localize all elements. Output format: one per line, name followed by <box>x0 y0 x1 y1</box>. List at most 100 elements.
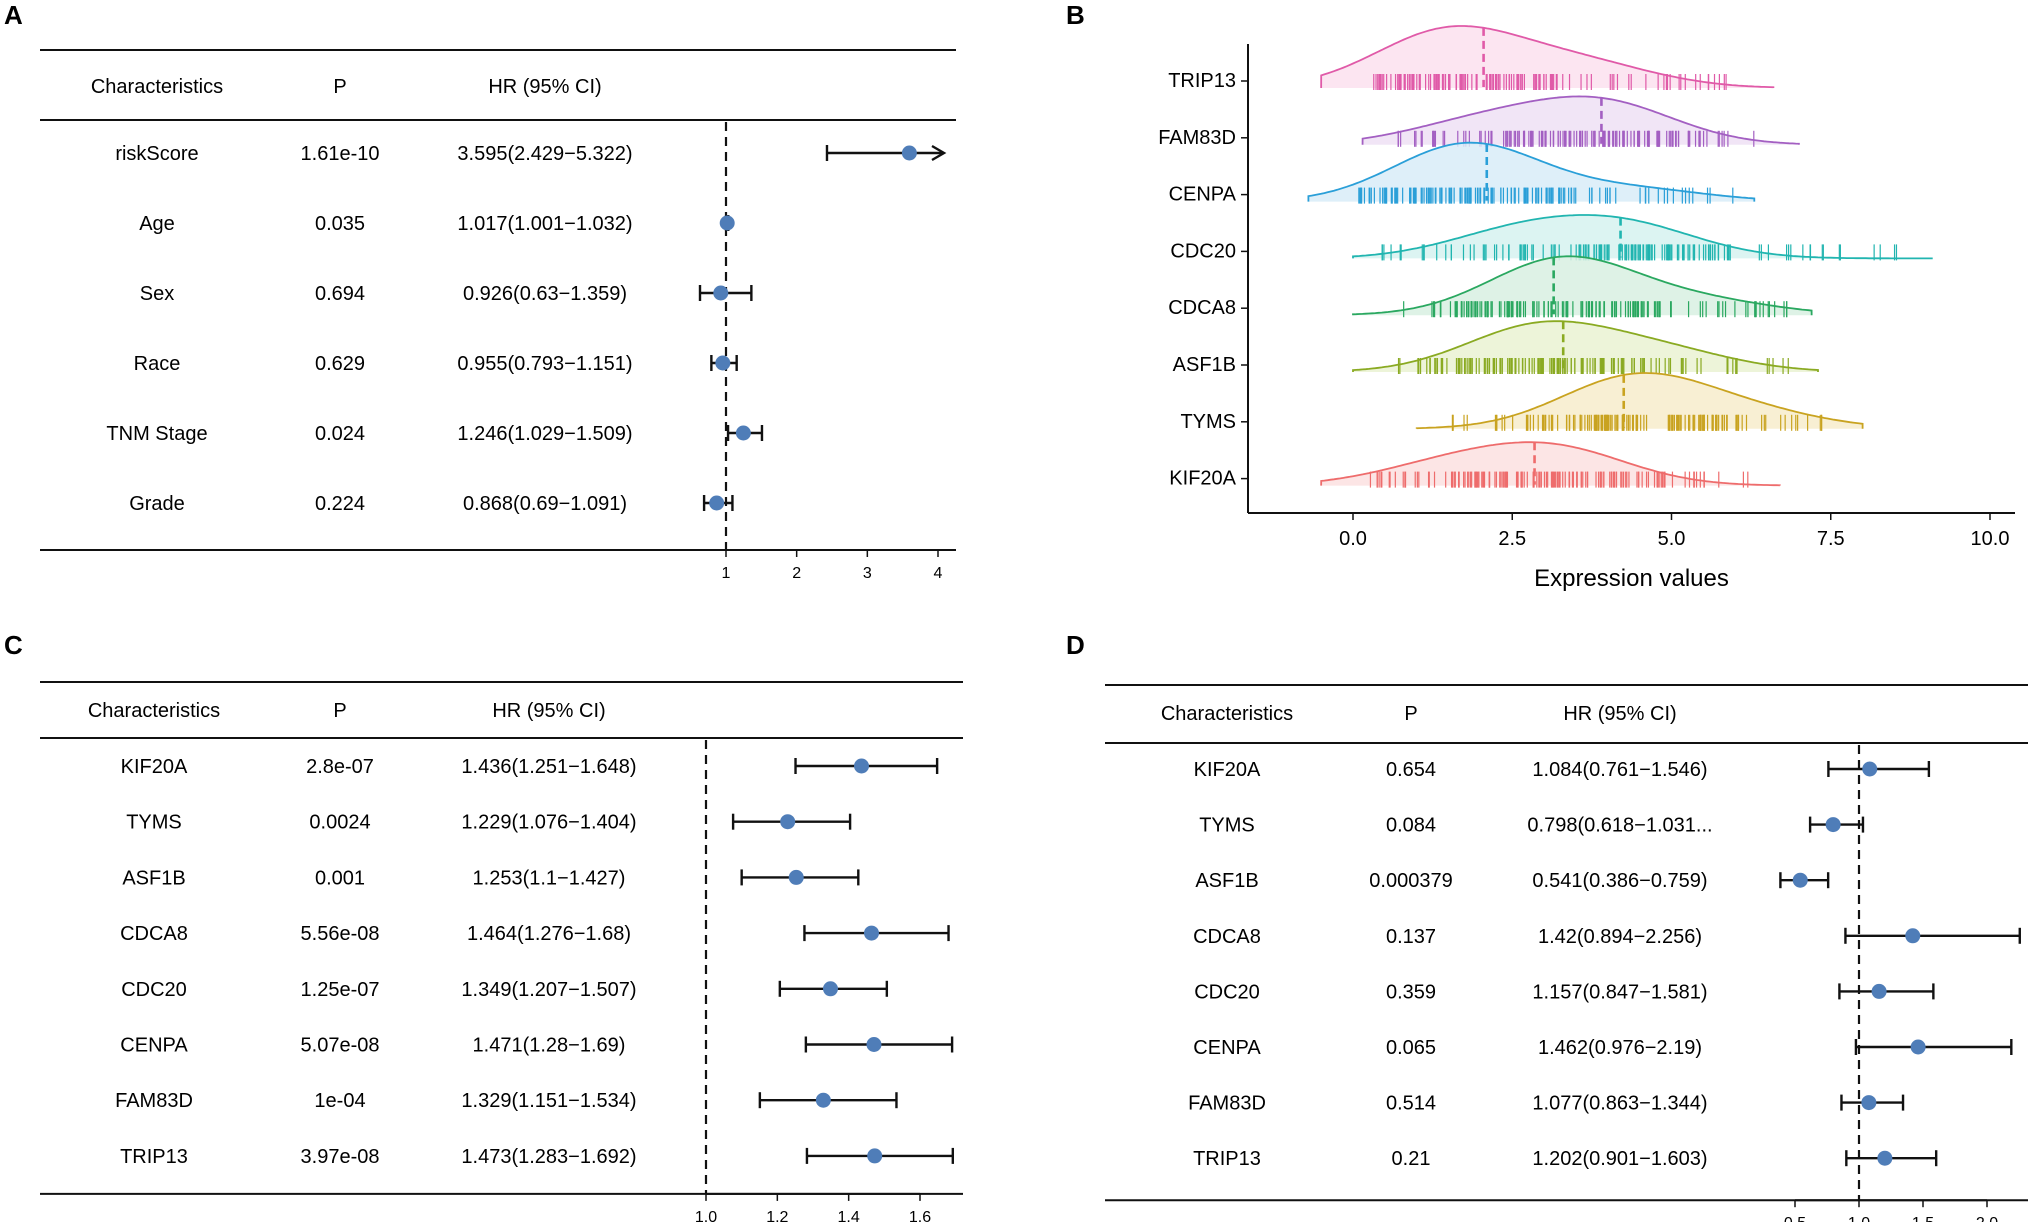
row-hr-ci: 1.436(1.251−1.648) <box>461 756 636 778</box>
panel-a-forest-plot: Characteristics P HR (95% CI) riskScore 1.61… <box>40 49 956 582</box>
row-label: Sex <box>140 283 174 305</box>
header-p: P <box>333 700 346 722</box>
row-label: CDC20 <box>1194 981 1260 1003</box>
x-tick-label: 10.0 <box>1971 528 2010 550</box>
row-label: KIF20A <box>1194 759 1261 781</box>
header-characteristics: Characteristics <box>91 76 223 98</box>
gene-label: CDC20 <box>1170 240 1236 262</box>
hr-point <box>863 925 879 941</box>
ci-arrow <box>931 144 947 162</box>
row-label: Race <box>134 353 181 375</box>
row-p-value: 0.137 <box>1386 926 1436 948</box>
row-hr-ci: 0.955(0.793−1.151) <box>457 353 632 375</box>
x-tick-label: 1.5 <box>1912 1215 1934 1222</box>
row-label: ASF1B <box>1195 870 1258 892</box>
row-label: CENPA <box>120 1035 188 1057</box>
row-p-value: 5.56e-08 <box>301 923 380 945</box>
panel-b-ridgeline-plot: TRIP13 FAM83D CENPA CDC20 CDCA8 ASF1B TYMS KIF2… <box>1158 25 2015 592</box>
row-p-value: 1e-04 <box>314 1090 365 1112</box>
hr-point <box>1910 1039 1926 1055</box>
gene-label: CDCA8 <box>1168 297 1236 319</box>
row-hr-ci: 1.462(0.976−2.19) <box>1538 1037 1702 1059</box>
row-label: TRIP13 <box>1193 1148 1261 1170</box>
hr-point <box>780 814 796 830</box>
gene-label: FAM83D <box>1158 127 1236 149</box>
row-hr-ci: 0.541(0.386−0.759) <box>1532 870 1707 892</box>
x-tick-label: 2.0 <box>1976 1215 1998 1222</box>
row-label: Age <box>139 213 175 235</box>
row-label: FAM83D <box>1188 1093 1266 1115</box>
header-hr: HR (95% CI) <box>488 76 601 98</box>
hr-point <box>788 869 804 885</box>
gene-label: ASF1B <box>1173 354 1236 376</box>
hr-point <box>1905 928 1921 944</box>
row-hr-ci: 1.202(0.901−1.603) <box>1532 1148 1707 1170</box>
density-ridge <box>1320 25 1775 89</box>
row-label: KIF20A <box>121 756 188 778</box>
row-hr-ci: 1.253(1.1−1.427) <box>473 867 626 889</box>
x-tick-label: 0.0 <box>1339 528 1367 550</box>
gene-label: KIF20A <box>1169 468 1236 490</box>
header-hr: HR (95% CI) <box>1563 703 1676 725</box>
panel-c-forest-plot: Characteristics P HR (95% CI) KIF20A 2.8e-07… <box>40 681 963 1222</box>
x-tick-label: 0.5 <box>1784 1215 1806 1222</box>
gene-label: TRIP13 <box>1168 70 1236 92</box>
density-ridge <box>1352 255 1813 316</box>
x-tick-label: 2.5 <box>1498 528 1526 550</box>
row-label: TRIP13 <box>120 1146 188 1168</box>
header-hr: HR (95% CI) <box>492 700 605 722</box>
gene-label: CENPA <box>1169 184 1237 206</box>
density-ridge <box>1307 141 1756 202</box>
density-ridge <box>1352 214 1933 260</box>
density-ridge <box>1352 320 1819 373</box>
row-p-value: 0.694 <box>315 283 365 305</box>
row-hr-ci: 1.329(1.151−1.534) <box>461 1090 636 1112</box>
panel-d-forest-plot: Characteristics P HR (95% CI) KIF20A 0.654 1.… <box>1105 684 2028 1222</box>
row-label: CDC20 <box>121 979 187 1001</box>
row-hr-ci: 0.868(0.69−1.091) <box>463 493 627 515</box>
row-p-value: 1.25e-07 <box>301 979 380 1001</box>
hr-point <box>1877 1150 1893 1166</box>
row-label: TNM Stage <box>106 423 207 445</box>
row-hr-ci: 1.077(0.863−1.344) <box>1532 1093 1707 1115</box>
row-hr-ci: 1.229(1.076−1.404) <box>461 812 636 834</box>
row-p-value: 0.21 <box>1392 1148 1431 1170</box>
x-tick-label: 1.6 <box>909 1209 931 1222</box>
hr-point <box>1862 761 1878 777</box>
row-label: Grade <box>129 493 185 515</box>
hr-point <box>709 495 725 511</box>
x-tick-label: 5.0 <box>1658 528 1686 550</box>
hr-point <box>713 285 729 301</box>
row-label: CDCA8 <box>120 923 188 945</box>
row-hr-ci: 0.798(0.618−1.031... <box>1527 815 1712 837</box>
row-label: FAM83D <box>115 1090 193 1112</box>
x-tick-label: 3 <box>863 565 872 582</box>
row-label: ASF1B <box>122 867 185 889</box>
gene-label: TYMS <box>1180 411 1236 433</box>
x-tick-label: 4 <box>934 565 943 582</box>
row-p-value: 0.654 <box>1386 759 1436 781</box>
row-p-value: 0.000379 <box>1369 870 1452 892</box>
x-axis-title: Expression values <box>1534 565 1729 592</box>
header-characteristics: Characteristics <box>88 700 220 722</box>
header-p: P <box>1404 703 1417 725</box>
hr-point <box>1825 817 1841 833</box>
row-p-value: 0.359 <box>1386 981 1436 1003</box>
hr-point <box>867 1148 883 1164</box>
row-p-value: 0.024 <box>315 423 365 445</box>
row-hr-ci: 1.471(1.28−1.69) <box>473 1035 626 1057</box>
x-tick-label: 1 <box>722 565 731 582</box>
row-p-value: 1.61e-10 <box>301 143 380 165</box>
row-p-value: 0.035 <box>315 213 365 235</box>
panel-letter-d: D <box>1066 630 1085 660</box>
x-tick-label: 1.0 <box>695 1209 717 1222</box>
x-tick-label: 7.5 <box>1817 528 1845 550</box>
row-hr-ci: 3.595(2.429−5.322) <box>457 143 632 165</box>
hr-point <box>815 1092 831 1108</box>
hr-point <box>719 215 735 231</box>
x-tick-label: 2 <box>792 565 801 582</box>
hr-point <box>866 1037 882 1052</box>
row-label: riskScore <box>115 143 198 165</box>
row-hr-ci: 1.349(1.207−1.507) <box>461 979 636 1001</box>
hr-point <box>1871 983 1887 999</box>
